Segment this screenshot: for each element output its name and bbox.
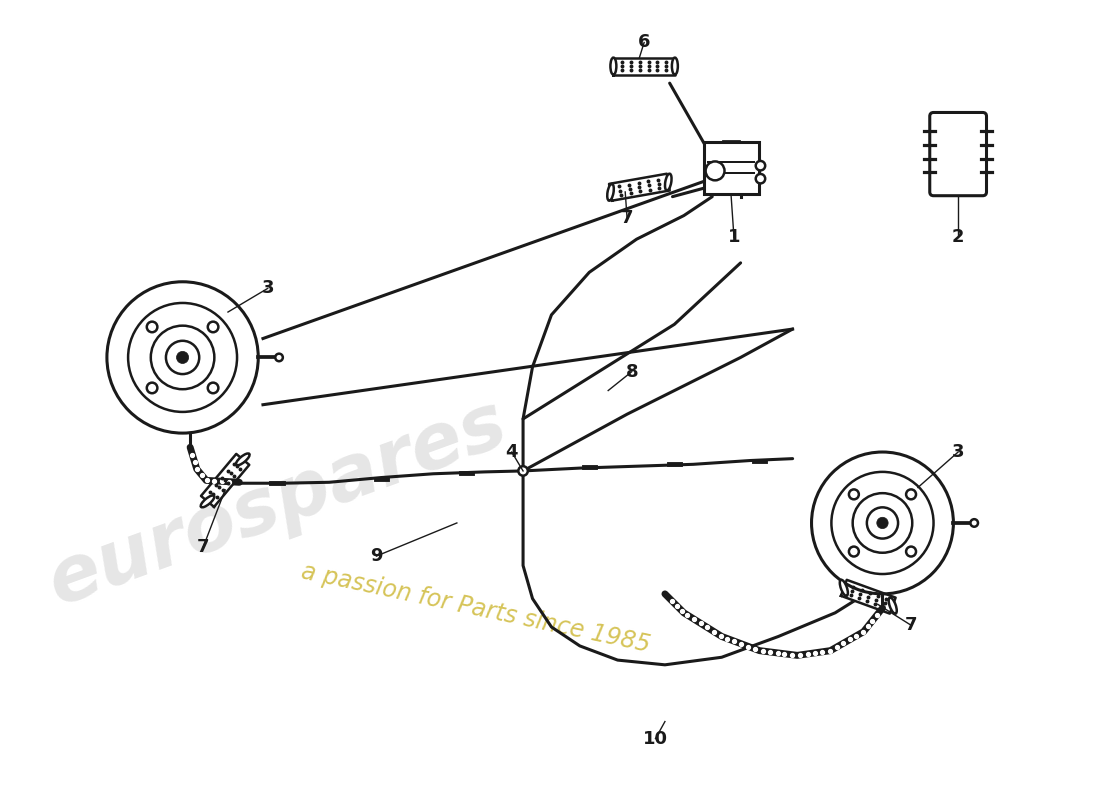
Circle shape	[906, 490, 916, 499]
Circle shape	[812, 452, 954, 594]
Text: 7: 7	[620, 210, 634, 227]
Polygon shape	[201, 454, 250, 507]
Text: 7: 7	[197, 538, 210, 555]
Text: a passion for Parts since 1985: a passion for Parts since 1985	[299, 559, 652, 657]
Ellipse shape	[200, 495, 214, 507]
Circle shape	[877, 518, 888, 529]
Text: 8: 8	[626, 362, 638, 381]
Ellipse shape	[672, 58, 678, 74]
Text: 6: 6	[638, 34, 650, 51]
Circle shape	[208, 382, 219, 394]
Polygon shape	[609, 174, 670, 201]
Circle shape	[176, 351, 188, 363]
Circle shape	[705, 162, 725, 180]
Text: 2: 2	[952, 228, 965, 246]
FancyBboxPatch shape	[930, 113, 987, 196]
Polygon shape	[614, 58, 675, 74]
Circle shape	[849, 490, 859, 499]
Text: 3: 3	[262, 279, 274, 298]
Text: 9: 9	[371, 547, 383, 565]
Text: 10: 10	[644, 730, 668, 747]
Circle shape	[867, 507, 898, 538]
Circle shape	[146, 382, 157, 394]
Text: 7: 7	[904, 616, 917, 634]
Ellipse shape	[610, 58, 616, 74]
Text: 4: 4	[506, 443, 518, 461]
Ellipse shape	[666, 174, 672, 190]
Circle shape	[906, 546, 916, 557]
Bar	[704, 142, 759, 194]
Ellipse shape	[839, 580, 848, 596]
Circle shape	[208, 322, 219, 332]
Text: eurospares: eurospares	[37, 386, 517, 622]
Text: 3: 3	[952, 443, 965, 461]
Circle shape	[849, 546, 859, 557]
Polygon shape	[840, 580, 895, 614]
Ellipse shape	[236, 454, 250, 466]
Circle shape	[107, 282, 258, 433]
Circle shape	[146, 322, 157, 332]
Circle shape	[275, 354, 283, 362]
Circle shape	[166, 341, 199, 374]
Ellipse shape	[889, 598, 896, 614]
Circle shape	[756, 161, 766, 170]
Text: 1: 1	[728, 228, 740, 246]
Ellipse shape	[607, 184, 614, 201]
Circle shape	[518, 466, 528, 476]
Circle shape	[970, 519, 978, 526]
Circle shape	[756, 174, 766, 183]
